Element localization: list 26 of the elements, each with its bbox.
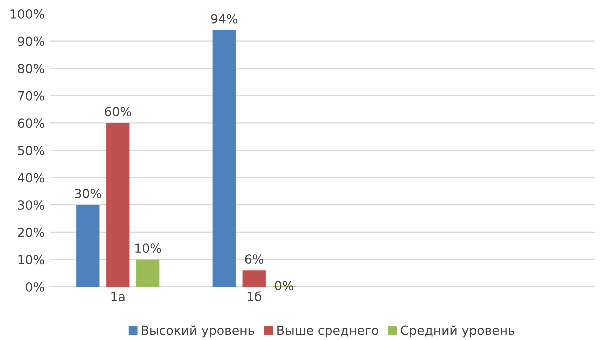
bar [242,270,266,287]
y-tick-label: 100% [10,9,44,19]
legend-label: Средний уровень [401,326,515,338]
bar [136,260,160,287]
y-tick-label: 10% [18,255,44,265]
y-tick-label: 90% [18,36,44,46]
legend-label: Высокий уровень [142,326,254,338]
y-tick-label: 40% [18,173,44,183]
y-tick-label: 80% [18,64,44,74]
data-label: 10% [136,244,162,254]
data-label: 60% [105,107,132,117]
data-label: 30% [75,189,102,199]
data-label: 94% [211,14,238,24]
bar [212,30,236,287]
y-tick-label: 20% [18,228,44,238]
y-tick-label: 0% [26,282,44,292]
bar [76,205,100,287]
legend-label: Выше среднего [278,326,378,338]
x-tick-label: 1а [112,292,125,302]
y-tick-label: 60% [18,118,44,128]
y-tick-label: 50% [18,146,44,156]
bar [106,123,130,287]
y-tick-label: 30% [18,200,44,210]
x-tick-label: 1б [248,292,262,302]
data-label: 6% [245,254,264,264]
y-tick-label: 70% [18,91,44,101]
